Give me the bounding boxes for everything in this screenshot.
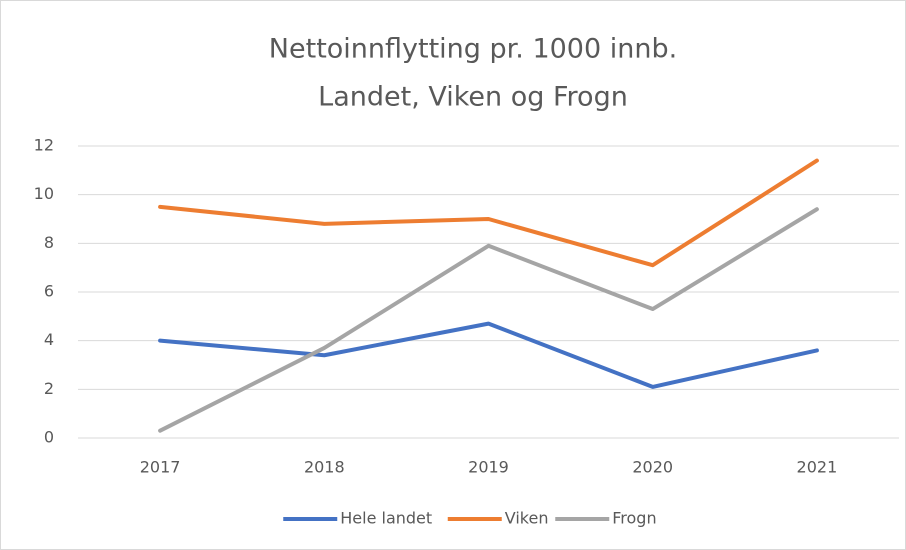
legend-label: Viken — [505, 509, 549, 528]
x-tick-label: 2018 — [304, 458, 345, 477]
legend-label: Frogn — [612, 509, 656, 528]
chart-title: Nettoinnflytting pr. 1000 innb. — [269, 34, 677, 65]
y-tick-label: 4 — [44, 330, 54, 349]
y-tick-label: 8 — [44, 233, 54, 252]
y-tick-label: 2 — [44, 379, 54, 398]
y-tick-label: 10 — [34, 184, 54, 203]
legend-label: Hele landet — [340, 509, 432, 528]
y-tick-label: 6 — [44, 282, 54, 301]
series-line — [158, 321, 819, 389]
x-tick-label: 2017 — [140, 458, 181, 477]
series-line — [158, 158, 819, 268]
y-tick-label: 0 — [44, 428, 54, 447]
series-line — [158, 207, 819, 433]
chart-subtitle: Landet, Viken og Frogn — [318, 82, 628, 113]
x-tick-label: 2019 — [468, 458, 509, 477]
x-tick-label: 2021 — [797, 458, 838, 477]
y-tick-label: 12 — [34, 136, 54, 155]
x-tick-label: 2020 — [632, 458, 673, 477]
